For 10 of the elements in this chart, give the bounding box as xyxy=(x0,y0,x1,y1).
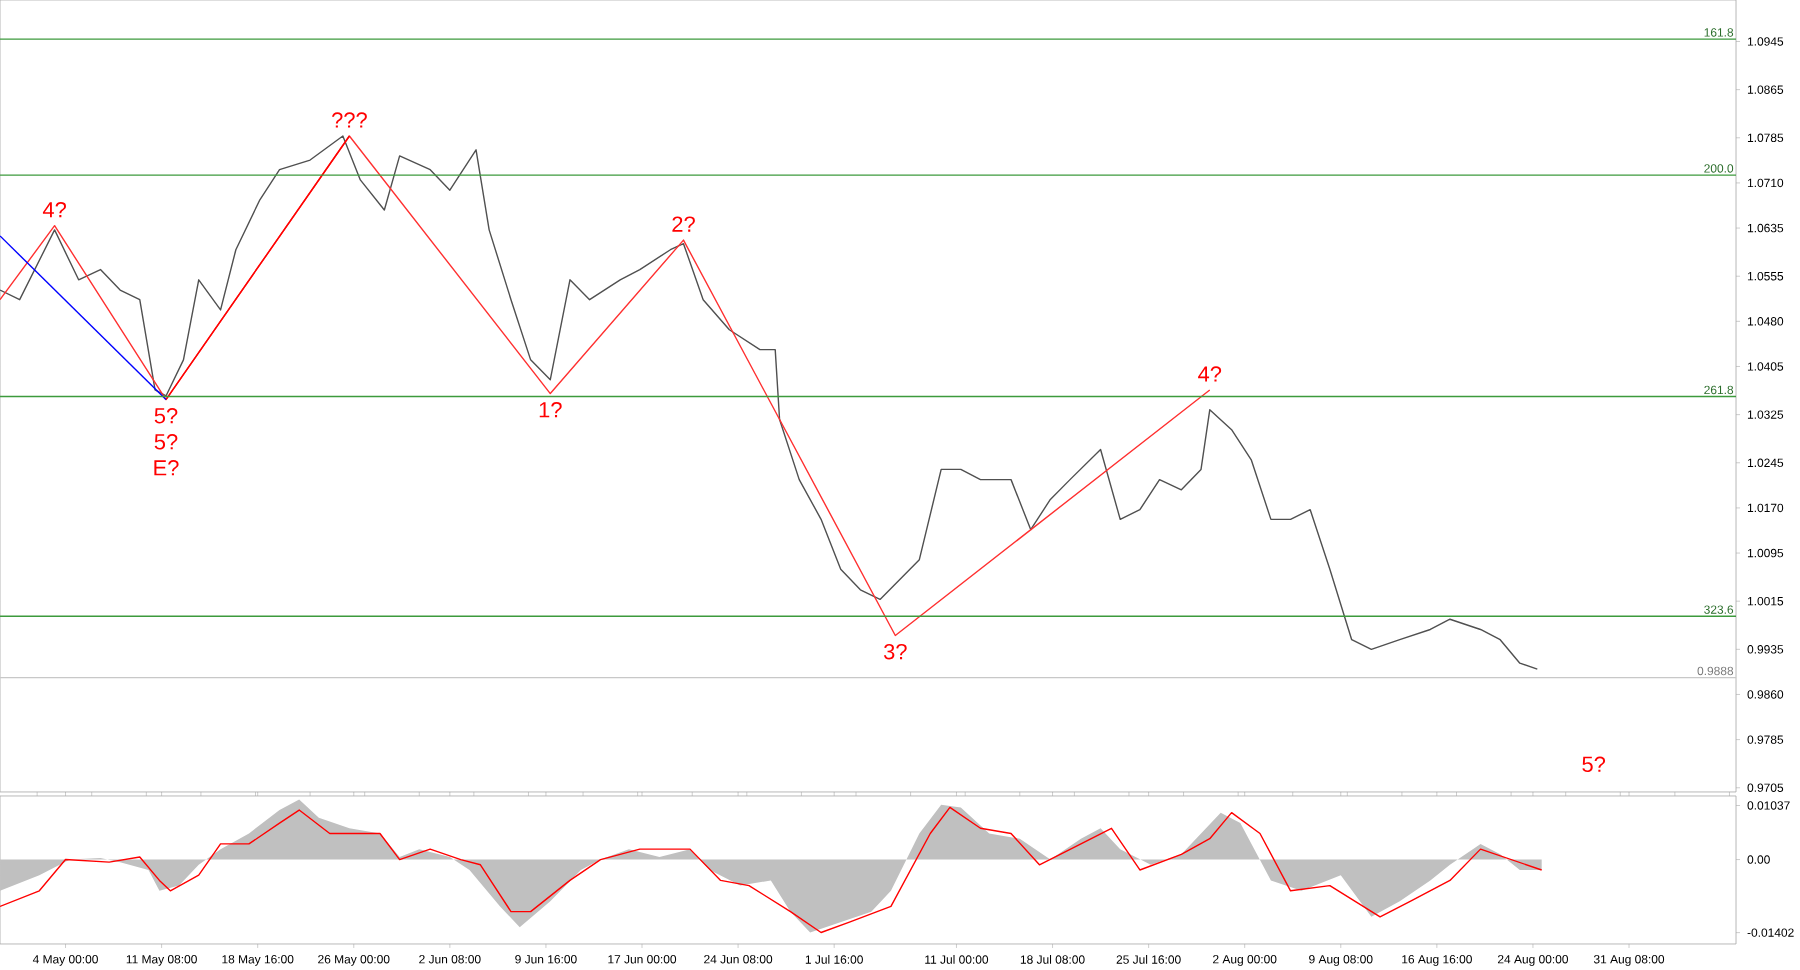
annotation: 3? xyxy=(883,643,907,660)
annotation: 5? xyxy=(154,408,178,424)
annotation: 4? xyxy=(42,201,66,218)
annotation: E? xyxy=(154,460,179,476)
annotation: ??? xyxy=(332,112,367,128)
annotation: 1? xyxy=(539,401,562,418)
annotation: 4? xyxy=(1198,366,1222,382)
annotation: 5? xyxy=(1582,756,1606,773)
annotation: 2? xyxy=(672,216,695,232)
annotation: 5? xyxy=(154,434,178,450)
